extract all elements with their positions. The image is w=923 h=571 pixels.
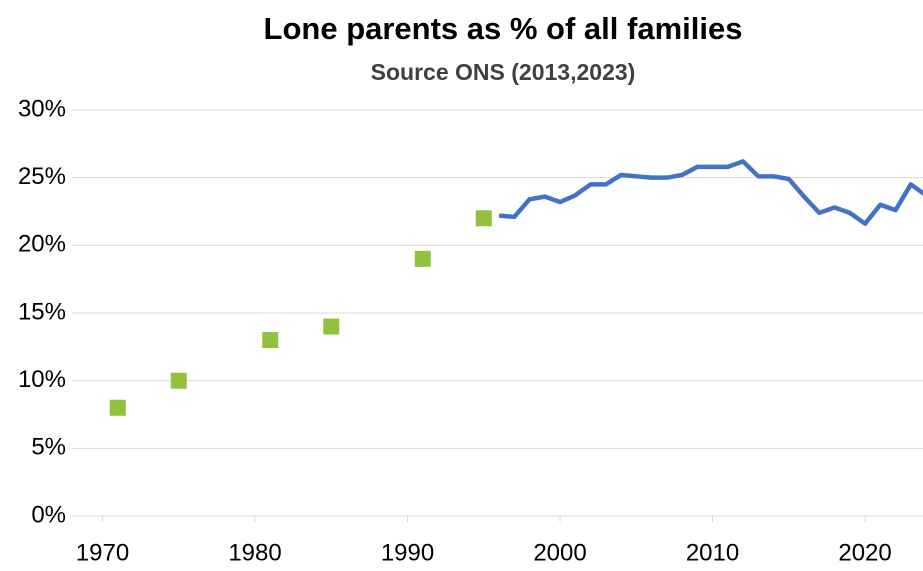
marker [323,318,340,335]
chart-title: Lone parents as % of all families [264,11,743,46]
marker [414,250,431,267]
x-tick-label: 2010 [686,539,739,566]
y-tick-label: 30% [18,95,66,122]
marker [262,332,279,349]
y-tick-label: 20% [18,231,66,258]
x-tick-label: 1970 [76,539,129,566]
x-tick-label: 2020 [838,539,891,566]
y-tick-label: 25% [18,163,66,190]
marker [109,399,126,416]
series-line [498,159,923,226]
y-tick-label: 15% [18,298,66,325]
chart-subtitle: Source ONS (2013,2023) [371,59,636,85]
y-tick-label: 10% [18,366,66,393]
y-tick-label: 5% [31,434,66,461]
marker [475,210,492,227]
x-tick-label: 1980 [228,539,281,566]
marker [170,372,187,389]
x-tick-label: 1990 [381,539,434,566]
x-tick-label: 2000 [533,539,586,566]
y-tick-label: 0% [31,501,66,528]
